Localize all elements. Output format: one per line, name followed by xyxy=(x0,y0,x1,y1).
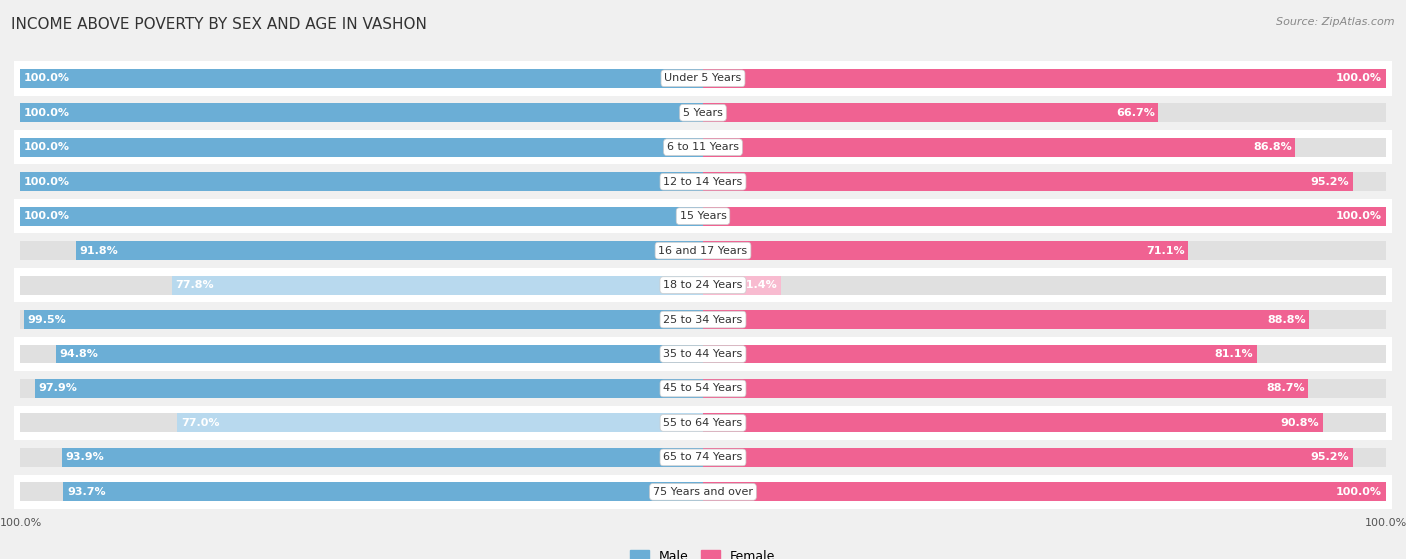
Text: 95.2%: 95.2% xyxy=(1310,452,1350,462)
Text: 86.8%: 86.8% xyxy=(1253,142,1292,152)
Text: 15 Years: 15 Years xyxy=(679,211,727,221)
Text: 100.0%: 100.0% xyxy=(1336,487,1382,497)
Bar xyxy=(21,103,703,122)
Text: 93.9%: 93.9% xyxy=(66,452,104,462)
Text: 88.7%: 88.7% xyxy=(1267,383,1305,394)
Bar xyxy=(21,414,1385,433)
Text: 97.9%: 97.9% xyxy=(38,383,77,394)
Text: 6 to 11 Years: 6 to 11 Years xyxy=(666,142,740,152)
Text: 75 Years and over: 75 Years and over xyxy=(652,487,754,497)
Bar xyxy=(35,379,703,398)
Bar xyxy=(14,440,1392,475)
Bar xyxy=(703,207,1385,226)
Text: 94.8%: 94.8% xyxy=(59,349,98,359)
Bar xyxy=(703,69,1385,88)
Text: 100.0%: 100.0% xyxy=(1336,211,1382,221)
Text: 88.8%: 88.8% xyxy=(1267,315,1306,325)
Bar xyxy=(14,164,1392,199)
Bar xyxy=(703,414,1323,433)
Bar xyxy=(703,138,1295,157)
Text: Under 5 Years: Under 5 Years xyxy=(665,73,741,83)
Text: 35 to 44 Years: 35 to 44 Years xyxy=(664,349,742,359)
Text: 66.7%: 66.7% xyxy=(1116,108,1154,118)
Text: 100.0%: 100.0% xyxy=(24,108,70,118)
Bar xyxy=(703,276,780,295)
Bar xyxy=(14,96,1392,130)
Bar xyxy=(21,207,703,226)
Bar xyxy=(21,379,1385,398)
Bar xyxy=(21,276,1385,295)
Text: 81.1%: 81.1% xyxy=(1215,349,1253,359)
Text: 100.0%: 100.0% xyxy=(1336,73,1382,83)
Text: 71.1%: 71.1% xyxy=(1146,245,1185,255)
Bar xyxy=(177,414,703,433)
Bar xyxy=(703,103,1159,122)
Text: 16 and 17 Years: 16 and 17 Years xyxy=(658,245,748,255)
Text: 99.5%: 99.5% xyxy=(27,315,66,325)
Text: 90.8%: 90.8% xyxy=(1281,418,1319,428)
Bar xyxy=(703,482,1385,501)
Text: 77.0%: 77.0% xyxy=(181,418,219,428)
Bar xyxy=(703,379,1309,398)
Bar xyxy=(21,172,1385,191)
Bar xyxy=(56,344,703,363)
Bar xyxy=(63,482,703,501)
Text: 65 to 74 Years: 65 to 74 Years xyxy=(664,452,742,462)
Bar xyxy=(21,103,1385,122)
Bar xyxy=(14,337,1392,371)
Bar xyxy=(14,199,1392,234)
Bar xyxy=(21,448,1385,467)
Text: 93.7%: 93.7% xyxy=(67,487,105,497)
Bar xyxy=(14,406,1392,440)
Text: 100.0%: 100.0% xyxy=(24,73,70,83)
Text: 12 to 14 Years: 12 to 14 Years xyxy=(664,177,742,187)
Bar xyxy=(14,234,1392,268)
Text: 95.2%: 95.2% xyxy=(1310,177,1350,187)
Text: Source: ZipAtlas.com: Source: ZipAtlas.com xyxy=(1277,17,1395,27)
Text: 18 to 24 Years: 18 to 24 Years xyxy=(664,280,742,290)
Bar xyxy=(21,207,1385,226)
Text: 55 to 64 Years: 55 to 64 Years xyxy=(664,418,742,428)
Bar xyxy=(21,482,1385,501)
Bar xyxy=(703,241,1188,260)
Bar xyxy=(21,241,1385,260)
Bar xyxy=(21,138,1385,157)
Bar xyxy=(14,130,1392,164)
Bar xyxy=(14,371,1392,406)
Text: 100.0%: 100.0% xyxy=(24,142,70,152)
Bar xyxy=(14,61,1392,96)
Bar xyxy=(24,310,703,329)
Bar xyxy=(21,172,703,191)
Bar xyxy=(703,448,1353,467)
Text: 11.4%: 11.4% xyxy=(738,280,778,290)
Text: INCOME ABOVE POVERTY BY SEX AND AGE IN VASHON: INCOME ABOVE POVERTY BY SEX AND AGE IN V… xyxy=(11,17,427,32)
Bar xyxy=(21,310,1385,329)
Bar xyxy=(703,344,1257,363)
Text: 91.8%: 91.8% xyxy=(80,245,118,255)
Text: 25 to 34 Years: 25 to 34 Years xyxy=(664,315,742,325)
Legend: Male, Female: Male, Female xyxy=(626,544,780,559)
Text: 5 Years: 5 Years xyxy=(683,108,723,118)
Bar xyxy=(76,241,703,260)
Bar xyxy=(703,172,1353,191)
Text: 100.0%: 100.0% xyxy=(24,177,70,187)
Bar xyxy=(21,138,703,157)
Bar xyxy=(14,268,1392,302)
Bar xyxy=(62,448,703,467)
Bar xyxy=(21,69,703,88)
Text: 77.8%: 77.8% xyxy=(176,280,214,290)
Bar xyxy=(21,69,1385,88)
Bar xyxy=(14,302,1392,337)
Bar xyxy=(703,310,1309,329)
Text: 45 to 54 Years: 45 to 54 Years xyxy=(664,383,742,394)
Bar xyxy=(14,475,1392,509)
Bar xyxy=(21,344,1385,363)
Text: 100.0%: 100.0% xyxy=(24,211,70,221)
Bar xyxy=(172,276,703,295)
